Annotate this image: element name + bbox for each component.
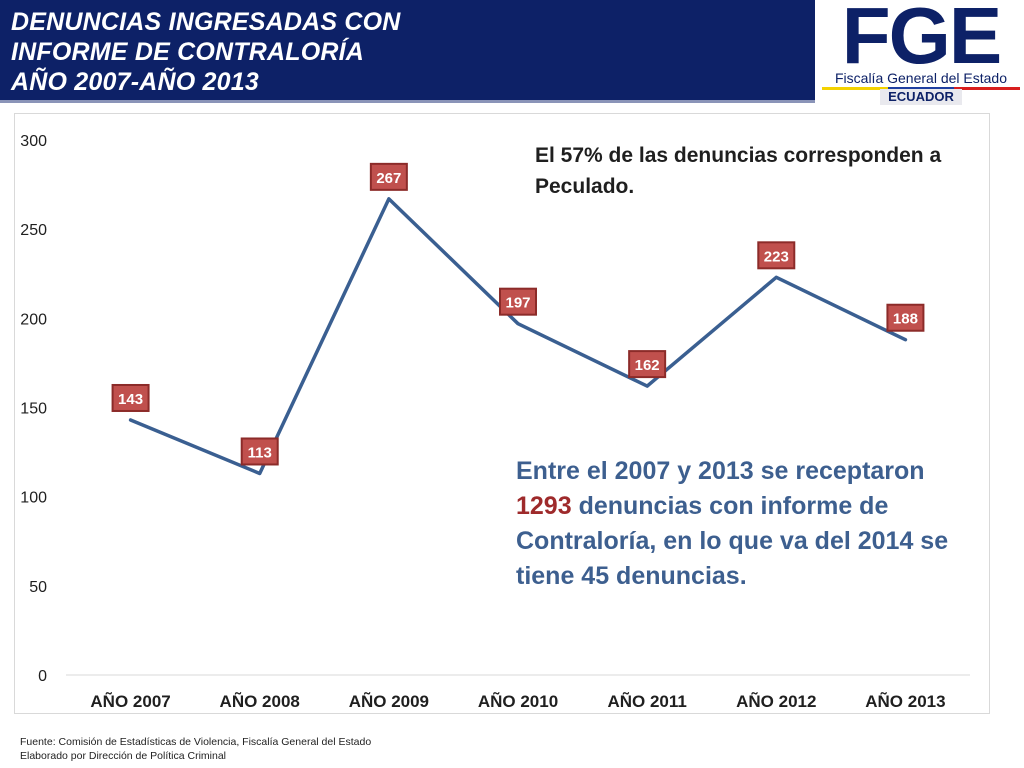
x-tick-label: AÑO 2009 — [349, 691, 429, 711]
y-tick-label: 200 — [20, 311, 47, 328]
x-tick-label: AÑO 2010 — [478, 691, 558, 711]
y-tick-label: 0 — [38, 668, 47, 685]
summary-text-start: Entre el 2007 y 2013 se receptaron — [516, 457, 925, 485]
summary-text-end: denuncias con informe de Contraloría, en… — [516, 492, 949, 590]
summary-note: Entre el 2007 y 2013 se receptaron 1293 … — [516, 454, 976, 594]
data-label-box — [628, 350, 667, 379]
slide-title-line: DENUNCIAS INGRESADAS CON — [11, 8, 401, 36]
footer: Fuente: Comisión de Estadísticas de Viol… — [20, 735, 371, 763]
data-label-box — [369, 162, 408, 191]
data-label: 113 — [248, 444, 272, 461]
slide-title-line: AÑO 2007-AÑO 2013 — [11, 68, 259, 96]
x-tick-label: AÑO 2007 — [90, 691, 170, 711]
slide-title: DENUNCIAS INGRESADAS CON INFORME DE CONT… — [11, 7, 401, 97]
y-tick-label: 50 — [29, 579, 47, 596]
x-tick-label: AÑO 2013 — [865, 691, 945, 711]
data-label: 223 — [764, 248, 789, 265]
data-label-box — [499, 287, 537, 316]
prepared-by-note: Elaborado por Dirección de Política Crim… — [20, 750, 227, 762]
data-label: 267 — [376, 170, 401, 187]
flag-stripe-blue — [888, 87, 954, 90]
logo-subtitle: Fiscalía General del Estado — [835, 70, 1007, 86]
data-label-box — [757, 241, 796, 270]
x-tick-label: AÑO 2008 — [220, 691, 300, 711]
logo-country: ECUADOR — [880, 89, 962, 105]
data-label-box — [111, 383, 150, 412]
y-tick-label: 300 — [20, 133, 47, 150]
slide-title-line: INFORME DE CONTRALORÍA — [11, 38, 364, 66]
data-label-box — [886, 303, 925, 332]
flag-stripe-yellow — [822, 87, 888, 90]
source-note: Fuente: Comisión de Estadísticas de Viol… — [20, 736, 372, 748]
x-tick-label: AÑO 2011 — [607, 691, 686, 711]
x-tick-label: AÑO 2012 — [736, 691, 816, 711]
logo-flag-stripe — [822, 87, 1020, 90]
summary-total-highlight: 1293 — [516, 492, 572, 520]
flag-stripe-red — [954, 87, 1020, 90]
chart-frame — [14, 113, 990, 714]
y-tick-label: 100 — [20, 490, 47, 507]
y-tick-label: 250 — [20, 222, 47, 239]
data-label-box — [240, 437, 279, 466]
logo-letters: FGE — [841, 0, 1002, 80]
y-tick-label: 150 — [20, 401, 47, 418]
title-banner: DENUNCIAS INGRESADAS CON INFORME DE CONT… — [0, 0, 815, 103]
peculado-note: El 57% de las denuncias corresponden a P… — [535, 144, 942, 198]
data-label: 143 — [118, 391, 143, 408]
data-label: 197 — [505, 295, 530, 312]
series-line — [128, 197, 908, 476]
fge-logo: FGE Fiscalía General del Estado ECUADOR — [818, 0, 1024, 105]
data-label: 188 — [893, 311, 918, 328]
data-label: 162 — [635, 357, 660, 374]
